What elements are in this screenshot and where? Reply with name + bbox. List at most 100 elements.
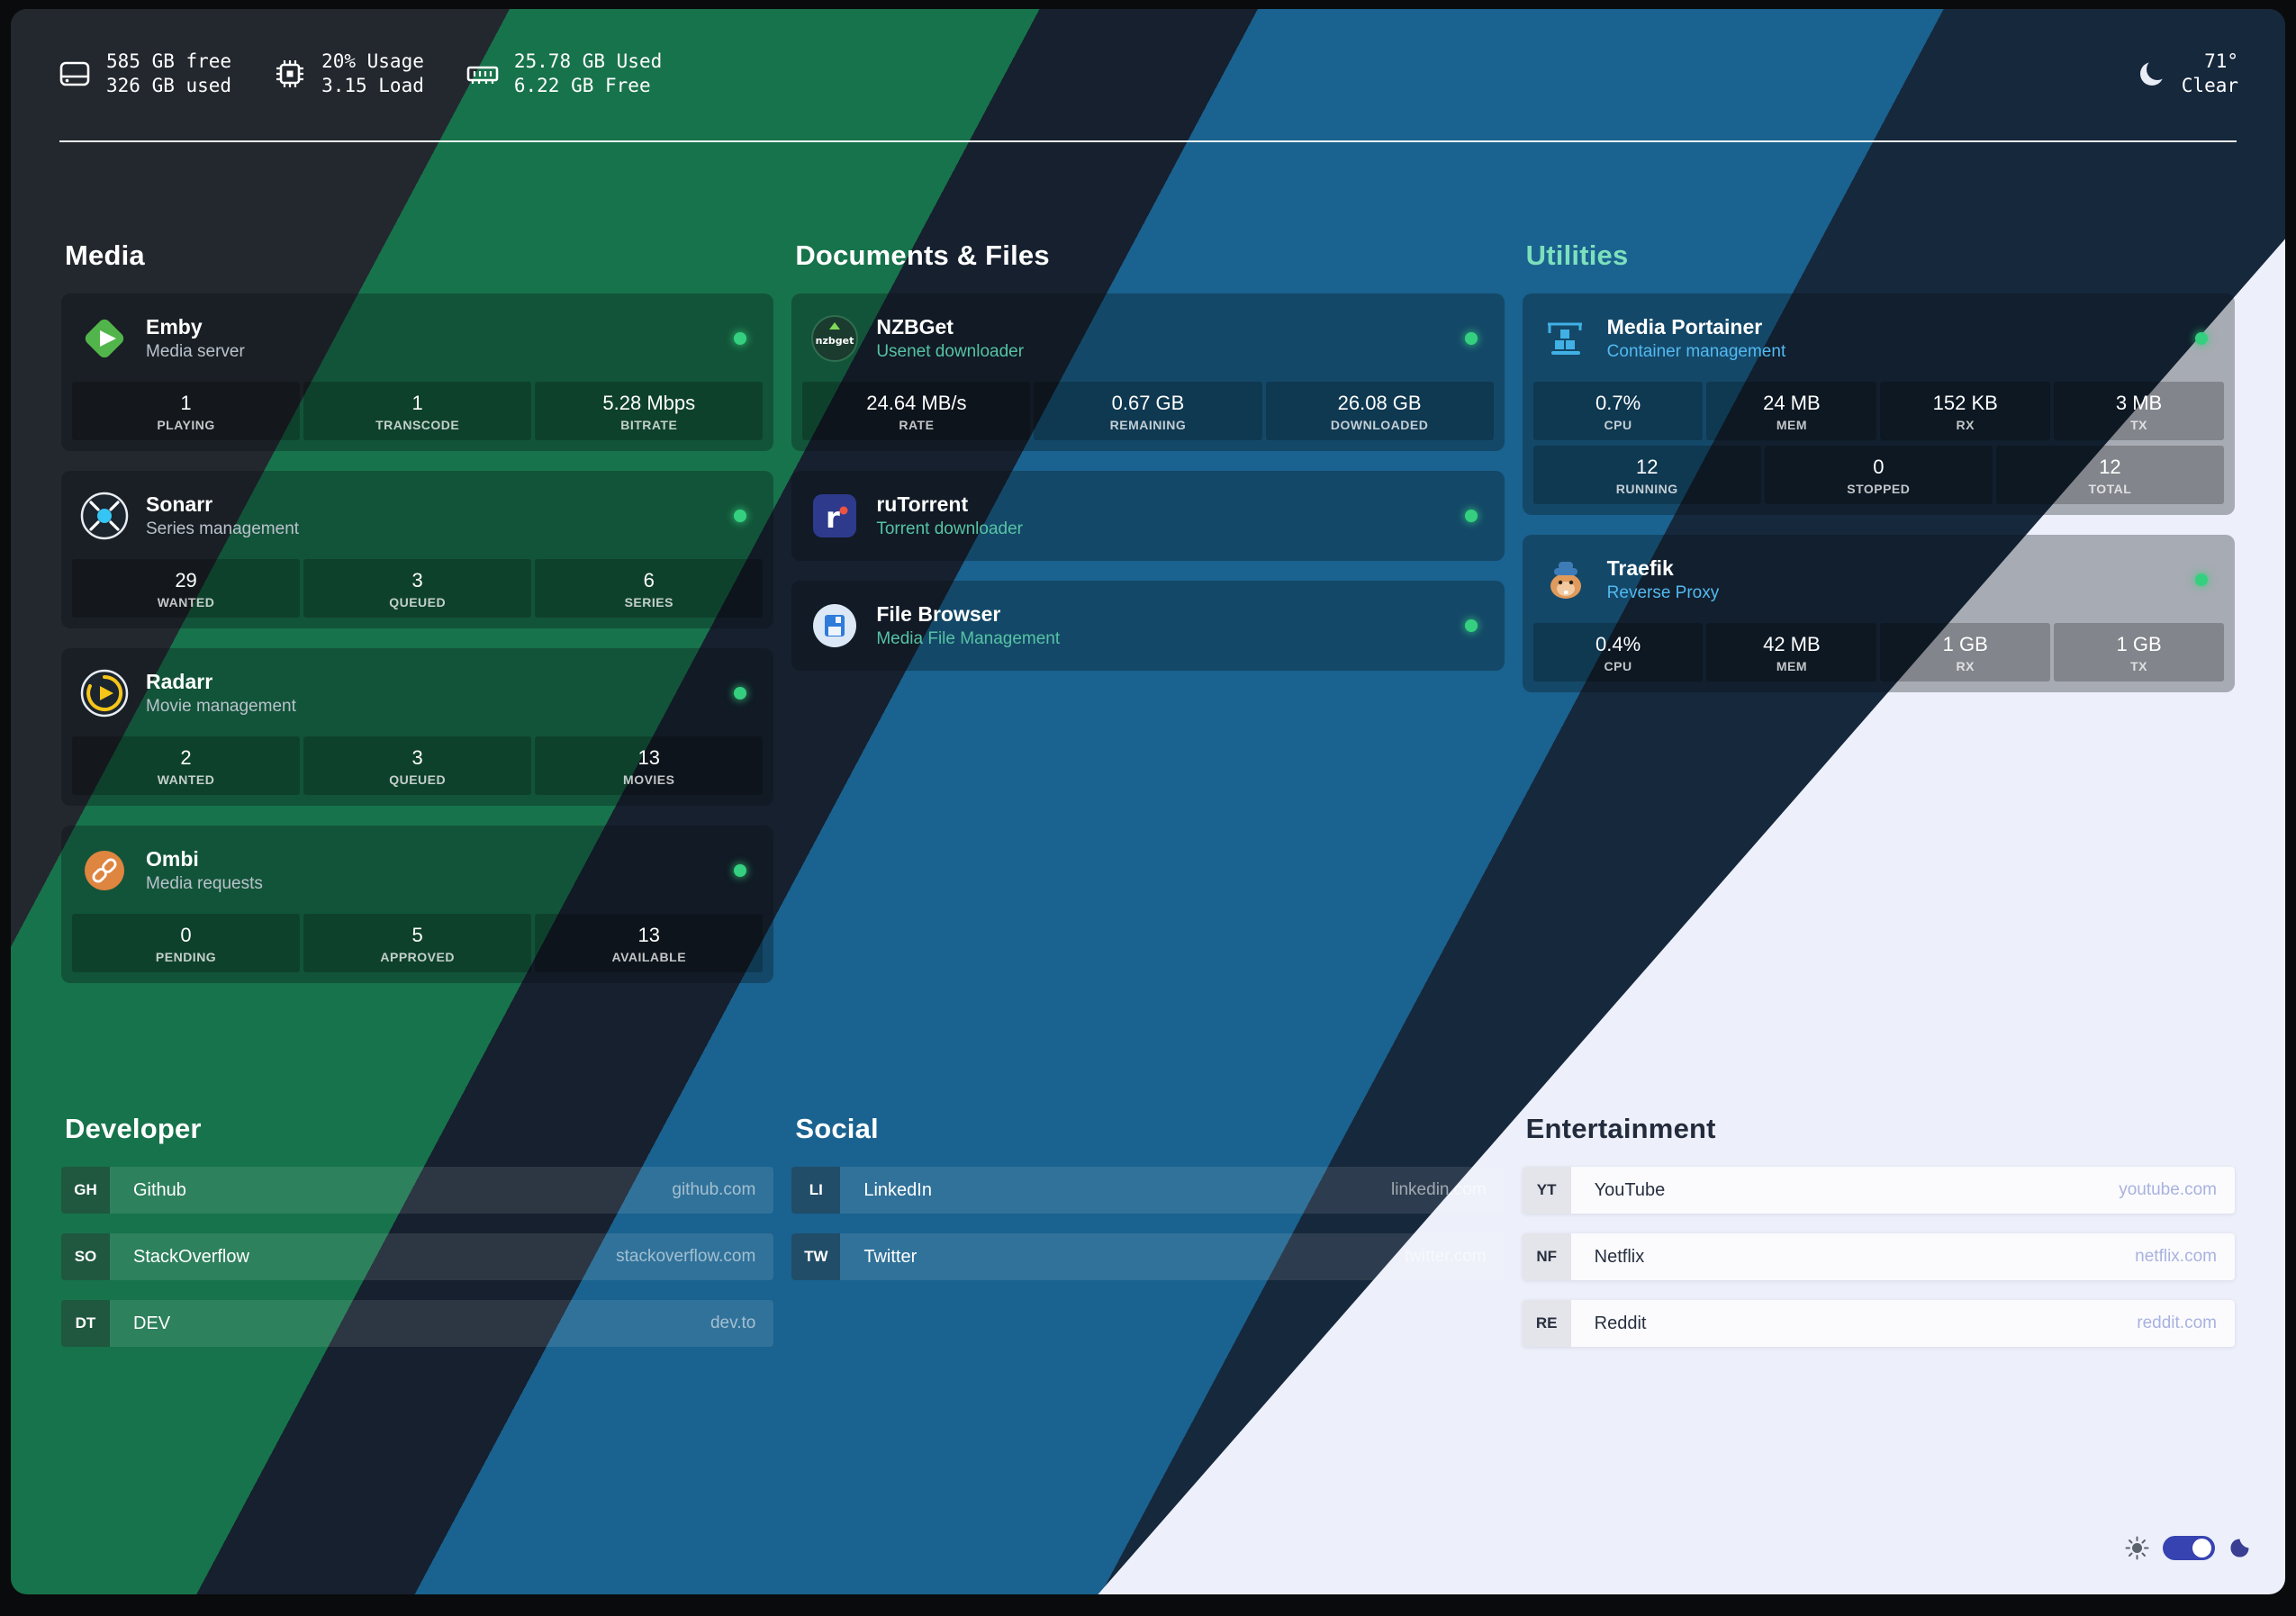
memory-used: 25.78 GB Used [513,50,663,72]
app-card-radarr[interactable]: Radarr Movie management 2 WANTED 3 [61,648,774,806]
link-url: stackoverflow.com [616,1247,756,1266]
app-subtitle: Torrent downloader [876,519,1023,538]
section-media: Media Emby Media server [61,239,774,1003]
crescent-moon-icon [2139,59,2168,86]
link-name: YouTube [1594,1179,1666,1200]
link-stackoverflow[interactable]: SO StackOverflow stackoverflow.com [61,1233,774,1280]
link-name: Netflix [1594,1246,1645,1267]
app-name: Radarr [146,670,213,693]
link-youtube[interactable]: YT YouTube youtube.com [1522,1167,2235,1214]
stat-wanted: 29 WANTED [72,559,301,618]
app-name: Media Portainer [1606,315,1763,339]
stat-wanted: 2 WANTED [72,736,301,795]
app-card-filebrowser[interactable]: File Browser Media File Management [791,581,1505,671]
disk-used: 326 GB used [106,75,232,96]
link-badge: DT [61,1300,110,1347]
app-card-nzbget[interactable]: nzbget NZBGet Usenet downloader 24.64 MB… [791,293,1505,451]
app-subtitle: Container management [1606,342,1786,361]
app-subtitle: Media requests [146,874,263,893]
app-subtitle: Movie management [146,697,296,716]
link-linkedin[interactable]: LI LinkedIn linkedin.com [791,1167,1505,1214]
section-documents-files: Documents & Files nzbget NZBGet Usenet d… [791,239,1505,691]
status-dot [734,510,747,522]
memory-usage-text: 25.78 GB Used 6.22 GB Free [514,50,662,98]
link-url: twitter.com [1404,1247,1487,1266]
app-card-rutorrent[interactable]: r ruTorrent Torrent downloader [791,471,1505,561]
app-card-portainer[interactable]: Media Portainer Container management 0.7… [1522,293,2235,515]
moon-icon[interactable] [2228,1537,2251,1559]
svg-text:nzbget: nzbget [816,335,854,347]
cpu-usage: 20% Usage [321,50,424,72]
disk-usage-text: 585 GB free 326 GB used [106,50,231,98]
link-badge: NF [1522,1233,1571,1280]
stat-rx: 152 KB RX [1880,382,2051,440]
app-name: NZBGet [876,315,954,339]
status-dot [1464,510,1478,522]
link-url: youtube.com [2119,1180,2217,1199]
stat-movies: 13 MOVIES [535,736,764,795]
link-badge: YT [1522,1167,1571,1214]
app-card-ombi[interactable]: Ombi Media requests 0 PENDING 5 [61,826,774,983]
cpu-load: 3.15 Load [321,75,424,96]
stat-rate: 24.64 MB/s RATE [802,382,1031,440]
stat-series: 6 SERIES [535,559,764,618]
sun-icon[interactable] [2125,1536,2149,1560]
chip-icon [276,60,304,87]
stat-total: 12 TOTAL [1995,446,2224,504]
weather-temperature: 71° [2204,50,2238,72]
emby-icon [85,319,124,358]
disk-icon [59,61,90,86]
system-stats-bar: 585 GB free 326 GB used [58,32,2238,115]
stat-running: 12 RUNNING [1532,446,1761,504]
section-title-entertainment: Entertainment [1525,1113,1716,1144]
disk-free: 585 GB free [106,50,232,72]
ram-icon [466,66,499,84]
stat-queued: 3 QUEUED [303,736,532,795]
app-name: Sonarr [146,492,213,516]
theme-toggle[interactable] [2163,1536,2215,1560]
link-github[interactable]: GH Github github.com [61,1167,774,1214]
weather-widget: 71° Clear [2135,50,2238,98]
link-dev[interactable]: DT DEV dev.to [61,1300,774,1347]
cpu-usage-widget: 20% Usage 3.15 Load [273,50,424,98]
app-name: Emby [146,315,203,339]
link-twitter[interactable]: TW Twitter twitter.com [791,1233,1505,1280]
section-social: Social LI LinkedIn linkedin.com TW Twitt… [791,1113,1505,1300]
status-dot [734,687,747,700]
link-name: Github [133,1179,186,1200]
app-name: File Browser [876,602,1001,626]
ombi-icon [85,851,124,890]
section-title-developer: Developer [65,1113,202,1144]
app-subtitle: Reverse Proxy [1606,583,1720,602]
link-badge: TW [791,1233,841,1280]
app-subtitle: Media server [146,342,245,361]
section-developer: Developer GH Github github.com SO StackO… [61,1113,774,1367]
section-entertainment: Entertainment YT YouTube youtube.com NF … [1522,1113,2235,1367]
link-badge: RE [1522,1300,1571,1347]
nzbget-icon: nzbget [811,315,859,362]
stat-mem: 24 MB MEM [1706,382,1877,440]
stat-remaining: 0.67 GB REMAINING [1034,382,1262,440]
app-card-traefik[interactable]: Traefik Reverse Proxy 0.4% CPU 42 M [1522,535,2235,692]
stat-transcode: 1 TRANSCODE [303,382,532,440]
link-name: Twitter [863,1246,917,1267]
stat-tx: 3 MB TX [2054,382,2224,440]
status-dot [2194,573,2208,586]
app-name: ruTorrent [876,492,969,516]
theme-toggle-knob[interactable] [2192,1539,2211,1557]
weather-condition: Clear [2181,75,2238,96]
app-subtitle: Media File Management [876,629,1061,648]
app-subtitle: Series management [146,519,300,538]
portainer-icon [1547,322,1582,355]
link-reddit[interactable]: RE Reddit reddit.com [1522,1300,2235,1347]
section-title-media: Media [65,239,145,271]
status-dot [734,864,747,877]
app-card-sonarr[interactable]: Sonarr Series management 29 WANTED [61,471,774,628]
radarr-icon [80,669,129,718]
app-card-emby[interactable]: Emby Media server 1 PLAYING 1 [61,293,774,451]
section-title-utilities: Utilities [1525,239,1629,271]
app-subtitle: Usenet downloader [876,342,1025,361]
sonarr-icon [80,492,129,540]
link-netflix[interactable]: NF Netflix netflix.com [1522,1233,2235,1280]
status-dot [2194,332,2208,345]
